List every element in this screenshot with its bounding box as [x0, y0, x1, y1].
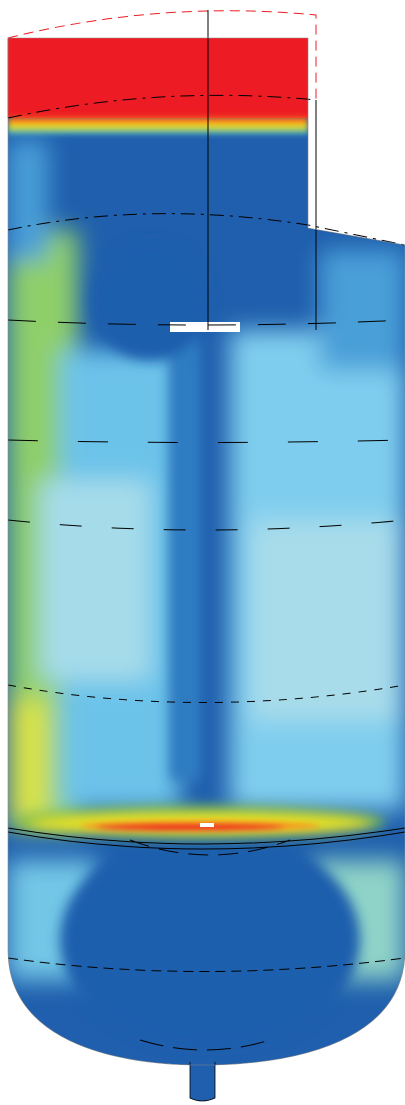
wireframe — [7, 10, 405, 1066]
outlet-nozzle — [189, 1062, 216, 1102]
